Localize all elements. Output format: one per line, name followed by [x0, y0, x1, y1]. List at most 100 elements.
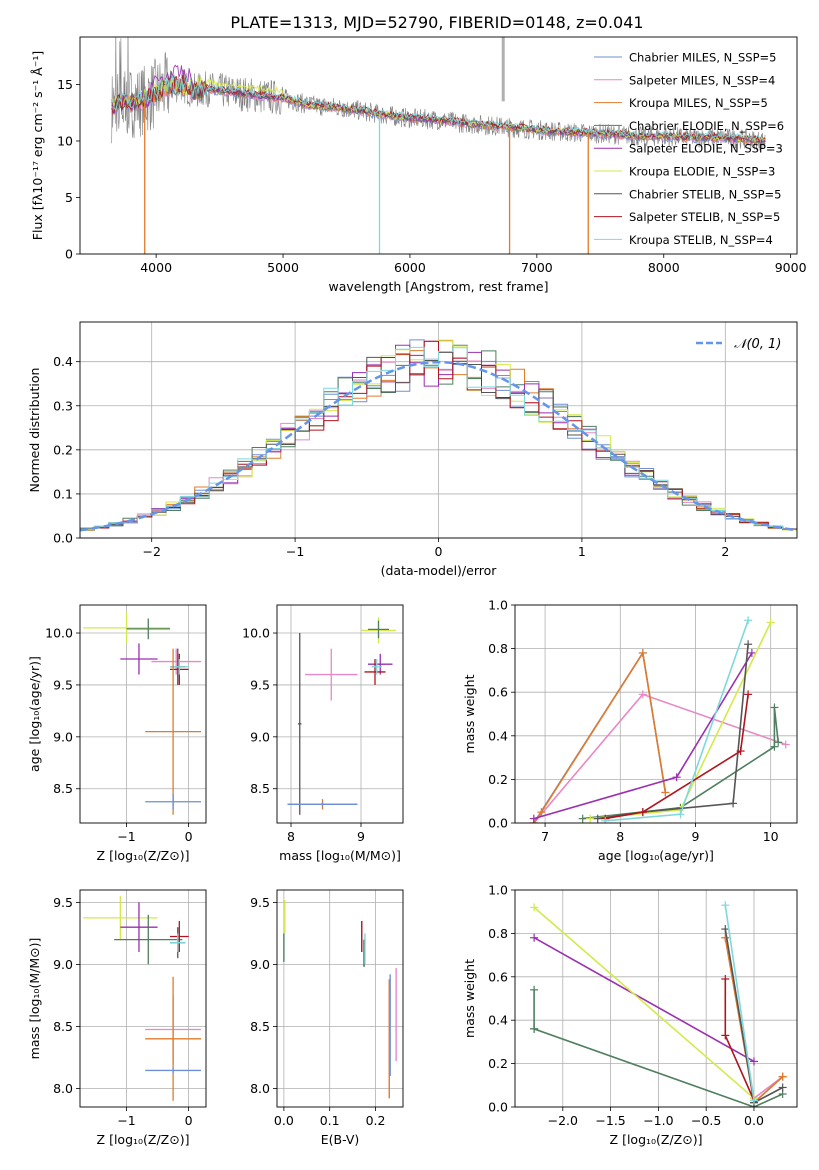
- y-tick-label: 10.0: [45, 626, 73, 641]
- axes-frame: [276, 889, 404, 1108]
- x-tick-label: 0.1: [320, 1113, 340, 1128]
- x-tick-label: 9: [692, 829, 700, 844]
- model-spectrum: [111, 75, 766, 142]
- weight-line: [582, 707, 779, 820]
- y-tick-label: 0.4: [53, 354, 73, 369]
- y-axis-label: age [log₁₀(age/yr)]: [27, 656, 42, 772]
- x-tick-label: 0.0: [744, 1113, 764, 1128]
- y-tick-label: 0.0: [488, 1100, 508, 1115]
- weight-line: [724, 905, 755, 1101]
- y-tick-label: 9.5: [53, 895, 73, 910]
- y-tick-label: 5: [65, 190, 73, 205]
- x-tick-label: 8: [616, 829, 624, 844]
- x-tick-label: 8000: [648, 260, 680, 275]
- x-tick-label: −1: [117, 1113, 135, 1128]
- axes-frame: [514, 604, 798, 824]
- y-tick-label: 8.0: [250, 1081, 270, 1096]
- x-tick-label: −0.5: [691, 1113, 721, 1128]
- axes-frame: [79, 604, 207, 824]
- y-tick-label: 1.0: [488, 883, 508, 898]
- y-tick-label: 8.5: [53, 781, 73, 796]
- y-tick-label: 0: [65, 247, 73, 262]
- plot-area-weight-vs-z: [530, 901, 787, 1107]
- y-tick-label: 0.6: [488, 969, 508, 984]
- x-tick-label: −2.0: [548, 1113, 578, 1128]
- y-tick-label: 0.4: [488, 1013, 508, 1028]
- axes-frame: [514, 889, 798, 1108]
- x-tick-label: 0: [435, 544, 443, 559]
- legend: Chabrier MILES, N_SSP=5 Salpeter MILES, N…: [594, 51, 784, 247]
- x-tick-label: 0.0: [274, 1113, 294, 1128]
- x-tick-label: 4000: [140, 260, 172, 275]
- y-tick-label: 9.5: [250, 895, 270, 910]
- plot-area-age-vs-z: [83, 612, 202, 815]
- x-axis-label: age [log₁₀(age/yr)]: [598, 848, 714, 863]
- x-tick-label: −1.0: [643, 1113, 673, 1128]
- y-tick-label: 9.0: [53, 957, 73, 972]
- y-axis-label: Flux [fλ10⁻¹⁷ erg cm⁻² s⁻¹ Å⁻¹]: [30, 51, 45, 240]
- y-tick-label: 9.0: [250, 957, 270, 972]
- y-tick-label: 0.2: [53, 442, 73, 457]
- y-tick-label: 8.0: [53, 1081, 73, 1096]
- y-tick-label: 0.3: [53, 398, 73, 413]
- axes-age-vs-mass: 8 9 8.5 9.0 9.5 10.0 mass [log₁₀(M/M⊙)]: [242, 604, 404, 863]
- x-axis-label: (data-model)/error: [381, 563, 498, 578]
- legend-label: Kroupa STELIB, N_SSP=4: [629, 233, 773, 247]
- y-tick-label: 8.5: [250, 781, 270, 796]
- plot-area-age-vs-mass: [287, 617, 396, 815]
- y-tick-label: 15: [57, 77, 73, 92]
- x-tick-label: −1.5: [595, 1113, 625, 1128]
- y-tick-label: 10: [57, 133, 73, 148]
- y-tick-label: 0.8: [488, 641, 508, 656]
- axes-residual-histogram: −2 −1 0 1 2 0.0 0.1 0.2 0.3 0.4 (data-model)/error…: [27, 321, 798, 578]
- y-axis-label: mass [log₁₀(M/M⊙)]: [27, 938, 42, 1060]
- axes-frame: [79, 889, 207, 1108]
- x-tick-label: 0: [185, 1113, 193, 1128]
- x-tick-label: −2: [142, 544, 160, 559]
- weight-line: [533, 650, 667, 823]
- x-axis-label: Z [log₁₀(Z/Z⊙)]: [610, 1132, 703, 1147]
- normal-curve: [80, 360, 795, 532]
- residual-histogram-step: [80, 346, 797, 531]
- y-tick-label: 9.5: [250, 677, 270, 692]
- y-tick-label: 9.5: [53, 677, 73, 692]
- y-tick-label: 10.0: [242, 626, 270, 641]
- axes-frame: [79, 36, 798, 255]
- legend-label: 𝒩(0, 1): [734, 337, 781, 352]
- x-tick-label: 5000: [267, 260, 299, 275]
- y-tick-label: 0.4: [488, 728, 508, 743]
- x-axis-label: Z [log₁₀(Z/Z⊙)]: [97, 1132, 190, 1147]
- weight-line: [533, 906, 755, 1099]
- axes-mass-vs-z: −1 0 8.0 8.5 9.0 9.5 Z [log₁₀(Z/Z⊙)] mass [log₁…: [27, 889, 207, 1147]
- axes-age-vs-z: −1 0 8.5 9.0 9.5 10.0 Z [log₁₀(Z/Z⊙)] age [log₁…: [27, 604, 207, 863]
- y-tick-label: 8.5: [250, 1019, 270, 1034]
- y-tick-label: 9.0: [53, 729, 73, 744]
- x-tick-label: −1: [286, 544, 304, 559]
- x-tick-label: 10: [763, 829, 779, 844]
- axes-frame: [79, 321, 798, 539]
- x-tick-label: 7000: [521, 260, 553, 275]
- y-tick-label: 8.5: [53, 1019, 73, 1034]
- weight-line: [533, 937, 755, 1063]
- legend-label: Chabrier MILES, N_SSP=5: [629, 51, 776, 65]
- x-tick-label: −1: [117, 829, 135, 844]
- y-tick-label: 9.0: [250, 729, 270, 744]
- plot-area-mass-vs-z: [83, 896, 202, 1101]
- x-tick-label: 8: [287, 829, 295, 844]
- axes-spectrum: 4000 5000 6000 7000 8000 9000 0 5 10 15 wavelength…: [30, 36, 807, 294]
- chart-title: PLATE=1313, MJD=52790, FIBERID=0148, z=0…: [230, 13, 643, 32]
- plot-area-weight-vs-age: [529, 616, 790, 823]
- x-axis-label: mass [log₁₀(M/M⊙)]: [279, 848, 401, 863]
- y-axis-label: Normed distribution: [27, 368, 42, 493]
- y-tick-label: 0.1: [53, 486, 73, 501]
- x-tick-label: 9000: [775, 260, 807, 275]
- y-axis-label: mass weight: [462, 674, 477, 753]
- x-tick-label: 0.2: [366, 1113, 386, 1128]
- y-axis-label: mass weight: [462, 959, 477, 1038]
- legend-label: Salpeter STELIB, N_SSP=5: [629, 210, 780, 224]
- y-tick-label: 0.0: [488, 816, 508, 831]
- y-tick-label: 0.6: [488, 685, 508, 700]
- plot-area-spectrum: [111, 37, 766, 254]
- x-axis-label: Z [log₁₀(Z/Z⊙)]: [97, 848, 190, 863]
